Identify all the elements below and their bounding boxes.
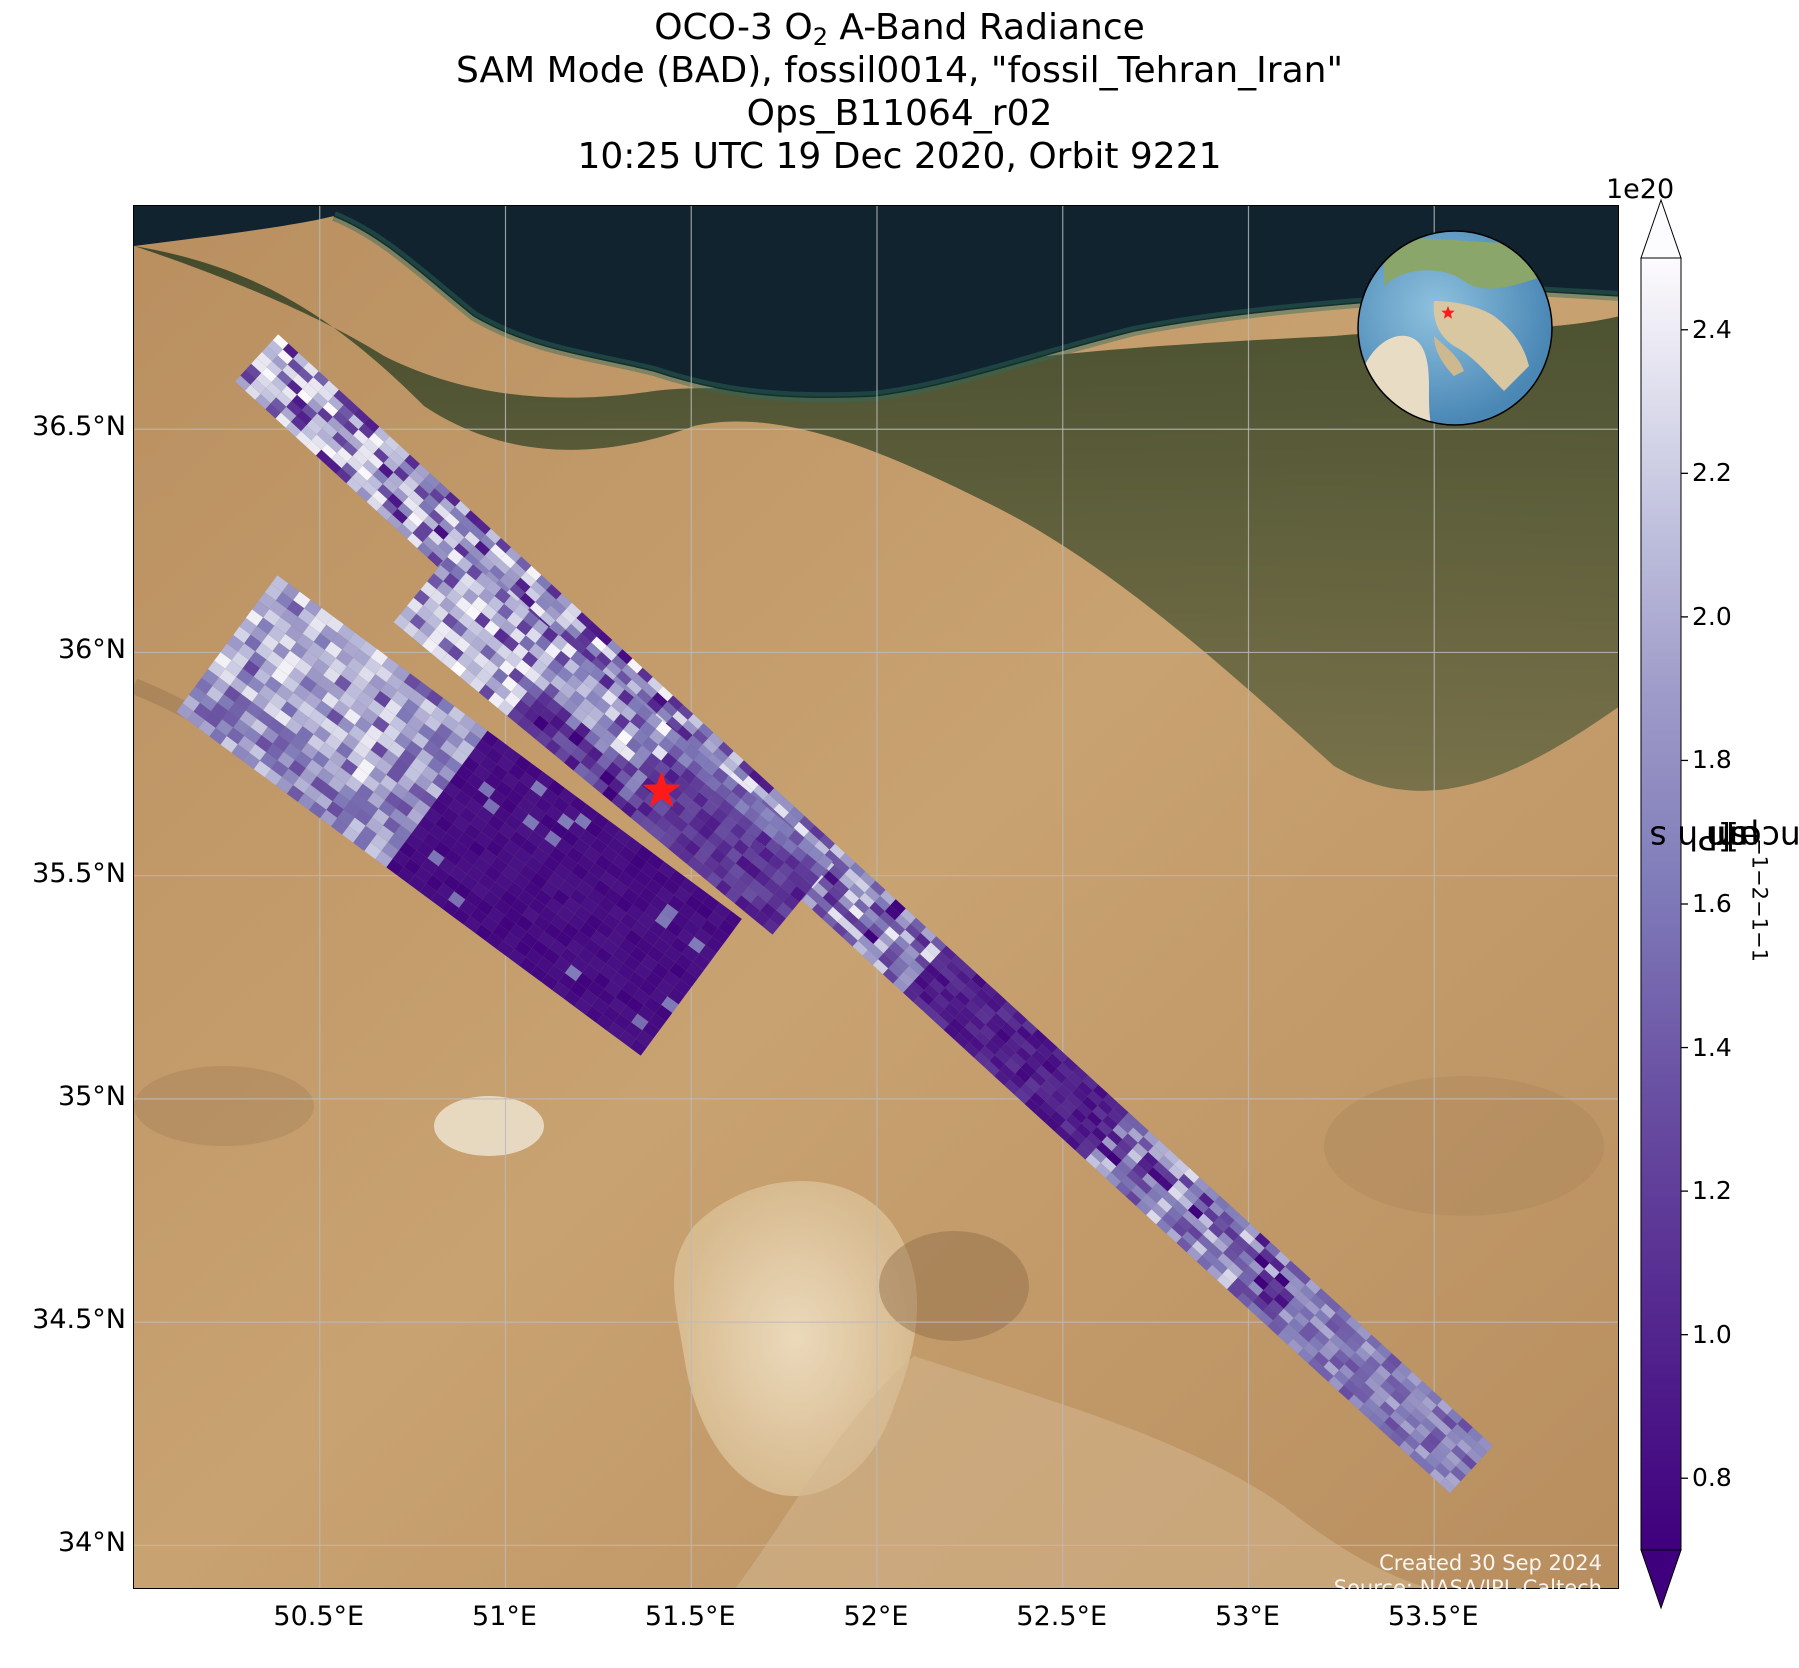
longitude-tick-label: 52°E bbox=[843, 1601, 909, 1632]
colorbar-tick-label: 2.2 bbox=[1692, 458, 1732, 488]
map-panel[interactable] bbox=[133, 205, 1619, 1589]
colorbar-tick-label: 2.0 bbox=[1692, 601, 1732, 631]
longitude-tick-label: 52.5°E bbox=[1016, 1601, 1108, 1632]
colorbar-ticks bbox=[1681, 329, 1688, 1479]
longitude-tick-label: 51.5°E bbox=[644, 1601, 736, 1632]
colorbar-tick-label: 1.8 bbox=[1692, 745, 1732, 775]
latitude-tick-label: 35°N bbox=[57, 1080, 126, 1112]
colorbar-tick-label: 1.0 bbox=[1692, 1319, 1732, 1349]
forest-region bbox=[134, 246, 1618, 791]
longitude-tick-label: 51°E bbox=[472, 1601, 537, 1632]
longitude-tick-label: 53°E bbox=[1215, 1601, 1280, 1632]
globe-star-icon bbox=[1441, 306, 1455, 319]
basemap bbox=[134, 206, 1618, 1588]
colorbar-tick-label: 2.4 bbox=[1692, 314, 1732, 344]
radiance-pixel bbox=[816, 853, 834, 870]
latitude-tick-label: 36.5°N bbox=[32, 411, 126, 443]
colorbar-tick-label: 1.6 bbox=[1692, 889, 1732, 918]
credit-created: Created 30 Sep 2024 bbox=[1379, 1551, 1602, 1575]
target-marker bbox=[642, 770, 681, 807]
colorbar-tick-label: 1.2 bbox=[1692, 1176, 1732, 1206]
title-line-1: OCO-3 O2 A-Band Radiance bbox=[654, 7, 1145, 51]
title-line-3: Ops_B11064_r02 bbox=[746, 93, 1053, 134]
coastal-shelf bbox=[332, 211, 1618, 403]
globe-outline bbox=[1357, 230, 1553, 426]
colorbar bbox=[1640, 198, 1688, 1610]
chart-title: OCO-3 O2 A-Band Radiance SAM Mode (BAD),… bbox=[0, 6, 1799, 178]
salt-lake-small bbox=[434, 1096, 544, 1156]
title-line-2: SAM Mode (BAD), fossil0014, "fossil_Tehr… bbox=[455, 50, 1344, 91]
radiance-swaths bbox=[176, 333, 1494, 1494]
hills-west bbox=[134, 1066, 314, 1146]
colorbar-extend-min bbox=[1640, 1549, 1682, 1610]
title-line-4: 10:25 UTC 19 Dec 2020, Orbit 9221 bbox=[577, 136, 1222, 177]
swath-middle-swath bbox=[393, 548, 834, 935]
colorbar-exponent: 1e20 bbox=[1606, 174, 1675, 205]
target-star-icon bbox=[642, 770, 681, 807]
desert-plain bbox=[735, 1356, 1428, 1588]
globe-arabia bbox=[1434, 336, 1464, 376]
hills-east bbox=[1324, 1076, 1604, 1216]
colorbar-gradient bbox=[1640, 257, 1682, 1551]
colorbar-tick-label: 0.8 bbox=[1692, 1463, 1732, 1493]
longitude-tick-label: 50.5°E bbox=[273, 1601, 365, 1632]
radiance-pixel bbox=[1477, 1436, 1494, 1453]
map-canvas[interactable] bbox=[134, 206, 1619, 1589]
latitude-tick-label: 34.5°N bbox=[32, 1304, 126, 1336]
latitude-tick-label: 36°N bbox=[57, 634, 126, 666]
credit-text: Created 30 Sep 2024 Source: NASA/JPL-Cal… bbox=[1334, 1551, 1602, 1601]
coastline bbox=[333, 215, 1618, 398]
swath-western-swath bbox=[176, 574, 743, 1056]
colorbar-tick-label: 1.4 bbox=[1692, 1032, 1732, 1062]
latitude-tick-label: 34°N bbox=[57, 1527, 126, 1559]
credit-source: Source: NASA/JPL-Caltech bbox=[1333, 1576, 1602, 1600]
latitude-tick-label: 35.5°N bbox=[32, 857, 126, 889]
colorbar-extend-max bbox=[1640, 198, 1682, 259]
longitude-tick-label: 53.5°E bbox=[1387, 1601, 1479, 1632]
crater-dark bbox=[879, 1231, 1029, 1341]
radiance-pixel bbox=[724, 910, 743, 928]
globe-asia bbox=[1433, 301, 1529, 391]
